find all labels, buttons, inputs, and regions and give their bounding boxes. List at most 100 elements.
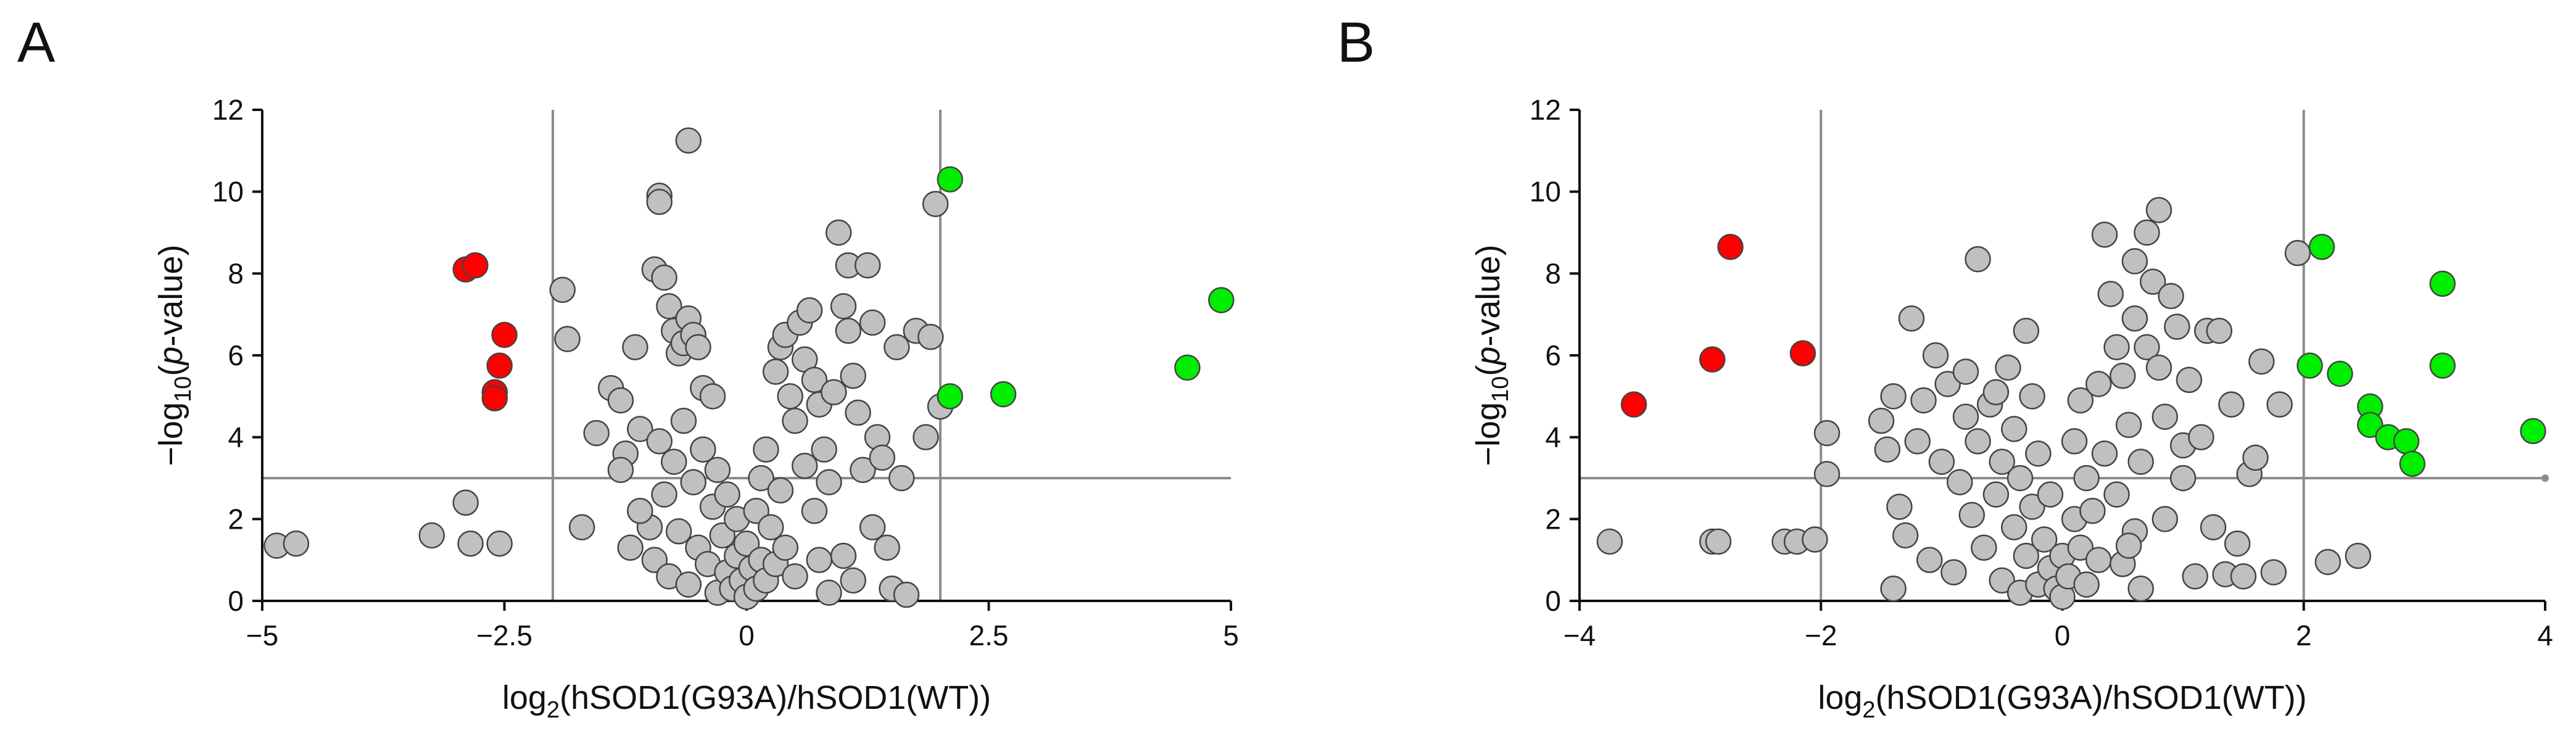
point-ns <box>2001 416 2027 442</box>
point-ns <box>1958 502 1986 528</box>
point-ns <box>2085 371 2112 397</box>
point-ns <box>2242 444 2269 471</box>
point-ns <box>680 469 706 495</box>
point-up <box>937 166 963 193</box>
point-ns <box>699 383 726 410</box>
point-up <box>1208 287 1235 313</box>
y-tick-label: 10 <box>212 176 244 208</box>
point-ns <box>2206 317 2233 344</box>
point-ns <box>641 547 668 573</box>
point-ns <box>675 571 702 598</box>
point-ns <box>1910 387 1937 414</box>
point-ns <box>2200 514 2227 540</box>
point-ns <box>1940 559 1967 585</box>
y-axis-label-pre: −log <box>152 402 189 466</box>
point-ns <box>1813 420 1841 447</box>
y-tick-label: 10 <box>1530 176 1561 208</box>
y-axis-label-open: ( <box>152 365 189 376</box>
x-tick-label: −5 <box>246 619 278 651</box>
point-ns <box>646 189 673 215</box>
y-tick-label: 0 <box>228 585 244 617</box>
point-ns <box>2019 494 2045 520</box>
point-ns <box>2007 465 2034 492</box>
panel-label: A <box>17 11 56 74</box>
point-ns <box>2091 440 2118 467</box>
y-tick-label: 2 <box>1545 503 1561 535</box>
point-ns <box>2266 391 2293 418</box>
y-axis-label-italic: p <box>152 347 189 366</box>
point-ns <box>2151 403 2179 430</box>
y-tick-label: 8 <box>1545 257 1561 289</box>
threshold-line-end <box>2541 474 2549 482</box>
point-ns <box>622 334 648 360</box>
point-ns <box>2145 197 2172 223</box>
point-ns <box>2134 334 2160 360</box>
point-ns <box>627 497 653 524</box>
point-ns <box>675 127 702 154</box>
point-ns <box>801 366 828 394</box>
point-ns <box>2073 571 2100 598</box>
point-ns <box>893 581 920 608</box>
point-ns <box>1874 436 1901 463</box>
point-ns <box>816 469 842 495</box>
point-up <box>2429 270 2456 297</box>
x-tick-label: 5 <box>1223 619 1239 651</box>
point-ns <box>2134 219 2160 246</box>
point-ns <box>661 449 687 475</box>
point-ns <box>1982 379 2010 405</box>
point-ns <box>2061 428 2088 455</box>
point-ns <box>2103 481 2130 508</box>
point-ns <box>782 407 808 434</box>
point-ns <box>884 334 910 360</box>
series-up <box>2296 233 2546 478</box>
point-ns <box>651 264 677 291</box>
point-ns <box>583 420 610 447</box>
point-down <box>1699 346 1726 373</box>
point-ns <box>2013 542 2040 569</box>
point-ns <box>816 579 842 606</box>
point-down <box>1717 233 1744 260</box>
x-axis-label: log2(hSOD1(G93A)/hSOD1(WT)) <box>1818 679 2306 723</box>
point-ns <box>2127 449 2154 475</box>
point-ns <box>656 293 682 320</box>
point-ns <box>1995 354 2021 381</box>
series-down <box>1620 233 1816 418</box>
point-ns <box>2224 530 2251 557</box>
point-ns <box>2037 481 2064 508</box>
point-ns <box>2121 305 2148 332</box>
point-up <box>990 381 1017 408</box>
point-ns <box>665 518 692 545</box>
point-ns <box>714 481 740 508</box>
point-ns <box>806 547 832 573</box>
point-ns <box>1596 528 1623 555</box>
point-up <box>2429 352 2456 379</box>
y-tick-label: 4 <box>1545 421 1561 453</box>
point-down <box>486 352 513 379</box>
y-tick-label: 2 <box>228 503 244 535</box>
point-ns <box>801 497 828 524</box>
series-down <box>452 252 518 411</box>
point-ns <box>2110 362 2136 389</box>
y-tick-label: 12 <box>212 94 244 126</box>
point-ns <box>2164 313 2190 340</box>
point-ns <box>2169 465 2197 492</box>
point-up <box>937 383 963 410</box>
point-ns <box>1922 342 1949 369</box>
point-ns <box>811 436 837 463</box>
point-ns <box>554 326 581 352</box>
point-ns <box>796 297 823 324</box>
point-ns <box>1965 246 1991 273</box>
x-tick-label: −2.5 <box>476 619 532 651</box>
point-ns <box>830 293 857 320</box>
point-down <box>481 385 508 411</box>
x-axis-label-prefix: log <box>502 679 547 716</box>
point-ns <box>1898 305 1925 332</box>
point-ns <box>2085 547 2112 573</box>
point-ns <box>2121 248 2148 275</box>
y-tick-label: 4 <box>228 421 244 453</box>
point-ns <box>2031 526 2058 553</box>
point-ns <box>743 497 769 524</box>
x-axis-label-rest: (hSOD1(G93A)/hSOD1(WT)) <box>560 679 991 716</box>
y-tick-label: 12 <box>1530 94 1561 126</box>
